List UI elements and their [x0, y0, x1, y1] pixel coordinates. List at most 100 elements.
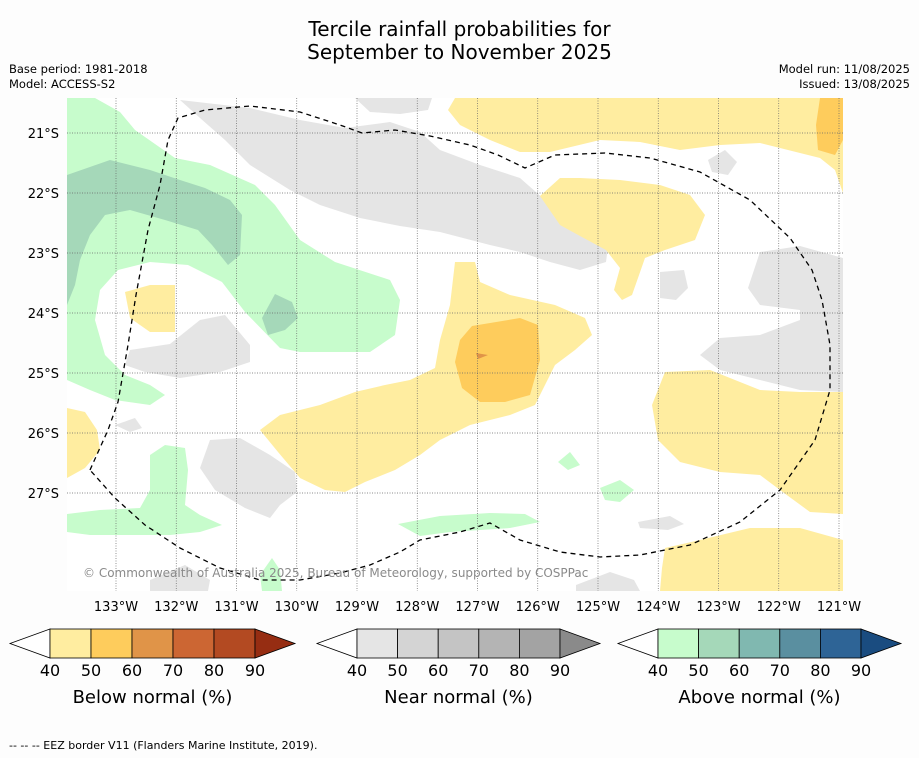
longitude-label: 128°W	[395, 600, 439, 615]
yellow-region	[260, 262, 592, 492]
colorbar-swatch	[478, 628, 520, 659]
green-region	[600, 480, 634, 502]
yellow-region	[660, 528, 843, 591]
longitude-label: 133°W	[94, 600, 138, 615]
latitude-label: 27°S	[28, 487, 59, 502]
latitude-labels: 21°S 22°S 23°S 24°S 25°S 26°S 27°S	[28, 127, 59, 502]
longitude-label: 121°W	[817, 600, 861, 615]
grey-region	[125, 315, 250, 378]
colorbar-tick-label: 80	[509, 661, 529, 680]
colorbar-tick-label: 60	[122, 661, 142, 680]
longitude-labels: 133°W 132°W 131°W 130°W 129°W 128°W 127°W 126°W…	[94, 600, 861, 615]
grey-region	[355, 98, 432, 114]
colorbar-tick-label: 40	[648, 661, 668, 680]
copyright-notice: © Commonwealth of Australia 2025, Bureau…	[83, 566, 588, 580]
base-period: Base period: 1981-2018	[9, 62, 148, 76]
colorbar-swatch	[172, 628, 215, 659]
colorbar-tick-label: 90	[550, 661, 570, 680]
colorbar-swatch	[519, 628, 561, 659]
colorbar-swatch	[437, 628, 480, 659]
below-normal-50-60-regions	[455, 98, 843, 402]
orange-region	[816, 98, 843, 155]
yellow-region	[540, 178, 705, 300]
yellow-region	[652, 370, 843, 514]
colorbar-tick-label: 70	[770, 661, 790, 680]
longitude-label: 131°W	[214, 600, 258, 615]
teal-region	[262, 294, 298, 335]
yellow-region	[448, 98, 843, 193]
colorbar-swatch	[738, 628, 781, 659]
green-region	[67, 445, 222, 535]
colorbar-tick-label: 70	[469, 661, 489, 680]
longitude-label: 124°W	[636, 600, 680, 615]
below-normal-40-50-regions	[67, 98, 843, 591]
colorbar-swatch	[397, 628, 439, 659]
eez-footnote: -- -- -- EEZ border V11 (Flanders Marine…	[9, 739, 318, 752]
colorbar-title: Below normal (%)	[73, 687, 233, 708]
green-region	[260, 558, 282, 591]
colorbar-min-extension	[8, 628, 51, 659]
latitude-label: 25°S	[28, 367, 59, 382]
grey-region	[700, 246, 843, 392]
colorbar: 40 50 60 70 80 90 Below normal (%)	[8, 628, 297, 708]
colorbar-swatch	[90, 628, 133, 659]
colorbar: 40 50 60 70 80 90 Above normal (%)	[616, 628, 903, 708]
colorbar-max-extension	[860, 628, 903, 659]
model-name: Model: ACCESS-S2	[9, 77, 116, 91]
meta-left: Base period: 1981-2018 Model: ACCESS-S2	[9, 62, 148, 92]
colorbar-tick-label: 40	[347, 661, 367, 680]
longitude-label: 123°W	[696, 600, 740, 615]
grey-region	[115, 418, 142, 432]
colorbar-max-extension	[559, 628, 602, 659]
graticule	[67, 98, 843, 591]
teal-region	[67, 160, 242, 305]
colorbar-max-extension	[254, 628, 297, 659]
colorbars: 40 50 60 70 80 90 Below normal (%) 40 50 60 70 80 90…	[8, 628, 903, 708]
title-line-2: September to November 2025	[307, 40, 612, 64]
grey-region	[708, 150, 737, 175]
colorbar-tick-label: 90	[851, 661, 871, 680]
eez-border	[89, 105, 831, 581]
colorbar-swatch	[698, 628, 740, 659]
colorbar-swatch	[779, 628, 821, 659]
colorbar-tick-label: 60	[729, 661, 749, 680]
colorbar-tick-label: 90	[245, 661, 265, 680]
colorbar-tick-label: 40	[40, 661, 60, 680]
colorbar-swatch	[213, 628, 256, 659]
colorbar-min-extension	[616, 628, 659, 659]
colorbar-tick-label: 80	[204, 661, 224, 680]
colorbar-swatch	[356, 628, 398, 659]
title-line-1: Tercile rainfall probabilities for	[308, 17, 611, 41]
grey-region	[660, 270, 688, 300]
issued-date: Issued: 13/08/2025	[799, 77, 910, 91]
grey-region	[150, 565, 210, 591]
colorbar-swatch	[49, 628, 92, 659]
yellow-region	[67, 408, 100, 478]
colorbar-swatch	[820, 628, 862, 659]
latitude-label: 22°S	[28, 187, 59, 202]
latitude-label: 24°S	[28, 307, 59, 322]
model-run: Model run: 11/08/2025	[778, 62, 910, 76]
colorbar-tick-label: 50	[81, 661, 101, 680]
latitude-label: 23°S	[28, 247, 59, 262]
longitude-label: 129°W	[335, 600, 379, 615]
map-title: Tercile rainfall probabilities for Septe…	[0, 18, 919, 64]
yellow-region	[125, 285, 175, 332]
colorbar-tick-label: 50	[387, 661, 407, 680]
near-normal-regions	[115, 98, 843, 591]
colorbar-min-extension	[315, 628, 358, 659]
colorbar-title: Above normal (%)	[678, 687, 840, 708]
longitude-label: 130°W	[275, 600, 319, 615]
colorbar-tick-label: 50	[688, 661, 708, 680]
longitude-label: 127°W	[455, 600, 499, 615]
below-normal-60-70-spot	[476, 353, 488, 359]
green-region	[558, 452, 580, 470]
longitude-label: 126°W	[516, 600, 560, 615]
colorbar-tick-label: 80	[810, 661, 830, 680]
longitude-label: 122°W	[757, 600, 801, 615]
grey-region	[576, 572, 640, 591]
colorbar-swatch	[131, 628, 174, 659]
colorbar-tick-label: 60	[428, 661, 448, 680]
latitude-label: 21°S	[28, 127, 59, 142]
